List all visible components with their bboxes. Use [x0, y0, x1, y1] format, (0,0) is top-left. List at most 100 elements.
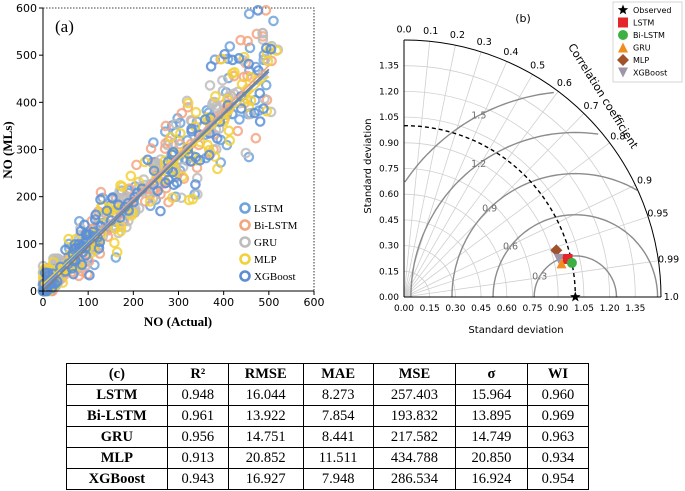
marker-circle	[566, 257, 577, 268]
rms-contour-label: 1.2	[471, 159, 486, 170]
data-point	[258, 103, 269, 114]
table-cell: 8.441	[302, 426, 374, 448]
data-point	[115, 225, 127, 237]
y-tick-label: 0.30	[379, 242, 399, 252]
x-tick-label: 0.00	[394, 304, 414, 314]
legend-label: Bi-LSTM	[254, 220, 298, 232]
x-tick-label: 400	[213, 296, 234, 309]
data-point	[252, 5, 264, 16]
table-cell: 14.751	[227, 426, 304, 448]
data-point	[171, 177, 183, 188]
data-point	[170, 118, 182, 130]
data-point	[219, 48, 230, 60]
table-cell: 0.963	[526, 426, 590, 448]
data-point	[210, 91, 221, 102]
table-cell: 14.749	[455, 426, 528, 448]
y-tick-label: 500	[16, 49, 37, 62]
legend-label: LSTM	[633, 19, 654, 28]
data-point	[217, 75, 228, 86]
metrics-table: (c) R² RMSE MAE MSE σ WI LSTM 0.948 16.044…	[66, 363, 590, 490]
panel-label: (b)	[515, 12, 531, 25]
data-point	[257, 27, 269, 39]
x-tick-label: 0.75	[522, 304, 542, 314]
legend-label: XGBoost	[633, 69, 667, 78]
data-point	[243, 58, 254, 70]
row-header-cell: Bi-LSTM	[66, 405, 168, 427]
x-tick-label: 100	[78, 296, 99, 309]
data-point	[204, 144, 215, 156]
row-header-cell: XGBoost	[66, 468, 168, 490]
std-gridline	[403, 270, 431, 298]
data-point	[155, 205, 166, 217]
correlation-tick-label: 0.2	[450, 30, 465, 41]
marker-triangle	[618, 42, 628, 53]
data-point	[266, 55, 277, 67]
data-point	[199, 114, 211, 125]
marker-circle	[618, 30, 628, 40]
table-cell: 286.534	[372, 468, 457, 490]
column-header: MSE	[372, 363, 457, 385]
table-cell: 0.948	[166, 384, 229, 406]
data-point	[232, 125, 244, 137]
data-point	[229, 67, 240, 78]
y-tick-label: 0.45	[379, 216, 399, 226]
data-point	[109, 237, 120, 249]
correlation-tick-label: 0.3	[477, 37, 492, 48]
legend-label: MLP	[633, 56, 649, 65]
rms-contours: 0.3 0.6 0.9 1.2 1.5	[404, 91, 659, 298]
data-point	[160, 126, 171, 137]
y-tick-label: 0.60	[379, 190, 399, 200]
data-point	[110, 252, 122, 263]
row-header-cell: GRU	[66, 426, 168, 448]
column-header: MAE	[302, 363, 374, 385]
x-axis-label: Standard deviation	[468, 325, 563, 336]
correlation-tick-label: 0.8	[610, 132, 625, 143]
marker-triangle-down	[553, 253, 564, 264]
scatter-panel: 0 100 200 300 400 500 600 0100200300400500600 …	[0, 2, 325, 329]
table-cell: 0.961	[166, 405, 229, 427]
data-point	[190, 151, 202, 163]
fit-line	[42, 71, 270, 287]
data-point	[138, 174, 150, 185]
data-point	[144, 196, 156, 207]
marker-square	[618, 17, 628, 28]
data-point	[93, 243, 105, 254]
y-tick-label: 0.90	[379, 139, 399, 149]
fit-lines	[42, 64, 270, 292]
rms-contour	[492, 214, 659, 298]
x-tick-label: 0.90	[548, 304, 568, 314]
y-tick-label: 0.15	[379, 267, 399, 277]
legend-marker	[239, 202, 251, 214]
data-point	[148, 137, 159, 148]
legend-marker	[239, 270, 251, 282]
table-cell: 15.964	[455, 384, 528, 406]
marker-diamond	[550, 244, 563, 257]
model-points	[550, 244, 581, 302]
data-point	[90, 209, 102, 221]
std-gridline	[403, 116, 585, 298]
data-point	[131, 159, 142, 171]
std-gridline	[403, 193, 508, 298]
y-tick-label: 600	[16, 2, 37, 15]
data-point	[111, 246, 123, 258]
data-point	[243, 8, 255, 20]
legend-label: GRU	[254, 237, 277, 249]
y-ticks: 0 100 200 300 400 500 600	[16, 2, 43, 298]
correlation-tick-label: 1.0	[664, 292, 679, 303]
table-cell: 16.044	[227, 384, 304, 406]
rms-contour-label: 1.5	[471, 110, 486, 121]
marker-square	[562, 253, 573, 264]
rms-contour	[451, 172, 638, 297]
data-point	[261, 42, 272, 54]
data-point	[221, 94, 233, 105]
data-point	[254, 116, 266, 127]
std-gridline	[403, 168, 533, 298]
data-point	[249, 107, 260, 119]
data-point	[186, 126, 197, 137]
legend-marker	[239, 236, 251, 248]
fit-line	[42, 68, 270, 292]
correlation-tick-label: 0.1	[423, 26, 438, 37]
correlation-tick-label: 0.9	[637, 175, 652, 186]
data-point	[204, 80, 216, 91]
marker-star	[570, 291, 581, 302]
